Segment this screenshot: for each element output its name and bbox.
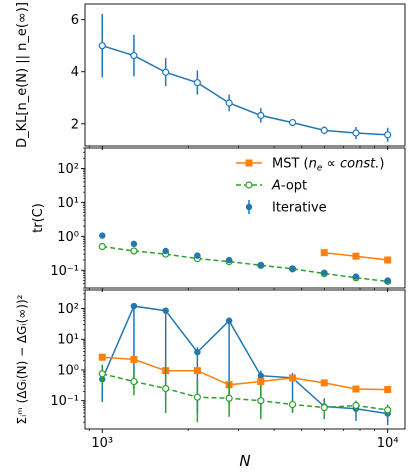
legend: MST (ne ∝ const.) A-opt Iterative [236,157,384,216]
series-line [102,356,388,391]
data-point [352,252,360,260]
series-bottom-0 [99,302,391,426]
data-point [130,247,138,255]
data-point [130,240,138,248]
y-tick-label: 10⁰ [57,363,79,378]
data-point [320,379,328,387]
data-point [288,400,297,409]
series-line [102,44,388,136]
y-axis-label-top: D_KL[n_e(N) || n_e(∞)] [15,2,30,148]
data-point [130,51,138,60]
data-point [320,249,328,257]
data-point [352,129,360,137]
data-point [225,256,233,264]
data-point [130,377,138,386]
panel-top: 2 4 6 [71,3,406,150]
data-point [384,256,392,264]
data-point [193,367,201,375]
data-point [289,265,296,273]
y-axis-label-middle: tr(C) [31,203,46,233]
data-point [257,111,265,120]
data-point [225,317,233,324]
series-line [101,305,388,415]
data-point [225,99,233,107]
legend-marker-aopt [245,181,253,189]
y-tick-label: 10⁻¹ [50,264,79,279]
data-point [193,79,201,87]
data-point [98,370,106,378]
series-top-0 [98,13,392,142]
y-tick-label: 10² [57,302,79,317]
series-middle-1 [98,242,392,285]
series-middle-0 [320,249,392,264]
data-point [352,401,360,410]
data-point [384,386,392,394]
legend-marker-iterative [245,203,253,211]
data-point [194,252,201,259]
y-tick-label: 6 [71,13,79,28]
legend-label-mst: MST (ne ∝ const.) [272,157,384,174]
series-bottom-1 [98,353,392,394]
y-tick-label: 10² [57,162,79,177]
data-point [384,131,392,139]
x-axis-label: N [239,452,250,470]
data-point [162,68,170,76]
data-point [193,393,201,401]
y-tick-label: 10¹ [57,196,79,211]
y-tick-label: 2 [71,117,79,132]
data-point [130,355,138,363]
data-point [257,378,265,386]
x-tick-label: 10⁴ [377,436,399,451]
y-tick-label: 10⁻¹ [50,394,79,409]
data-point [352,385,360,393]
series-middle-2 [99,232,391,284]
data-point [257,372,265,379]
data-point [288,118,297,127]
legend-label-aopt: A-opt [271,179,307,194]
y-tick-label: 10⁰ [57,230,79,245]
data-point [130,302,138,310]
data-point [257,397,265,405]
panel-bottom: 10⁻¹ 10⁰ 10¹ 10² 10³ 10⁴ [50,289,406,451]
y-axis-label-bottom: Σᵢᵐ (ΔGᵢ(N) − ΔGᵢ(∞))² [15,294,29,424]
series-bottom-2 [98,362,392,423]
series-line [102,245,388,283]
data-point [98,353,106,361]
panel-middle: 10⁻¹ 10⁰ 10¹ 10² [50,147,406,292]
data-point [320,126,328,134]
x-tick-label: 10³ [91,436,113,451]
y-tick-label: 10¹ [57,333,79,348]
data-point [162,247,169,255]
data-point [321,269,328,276]
data-point [320,403,328,412]
data-point [162,307,169,314]
data-point [352,273,360,280]
axes-frame [84,289,406,430]
data-point [98,242,106,251]
axes-frame [84,3,406,147]
axes-frame [84,147,406,289]
data-point [384,406,392,414]
data-point [257,262,265,269]
y-tick-label: 4 [71,65,79,80]
data-point [162,384,170,393]
data-point [99,232,106,239]
legend-marker-mst [245,159,253,167]
data-point [384,277,391,284]
data-point [289,374,297,382]
data-point [194,348,201,356]
legend-label-iterative: Iterative [272,201,327,216]
series-line [102,373,388,411]
data-point [225,394,233,402]
data-point [98,42,106,50]
